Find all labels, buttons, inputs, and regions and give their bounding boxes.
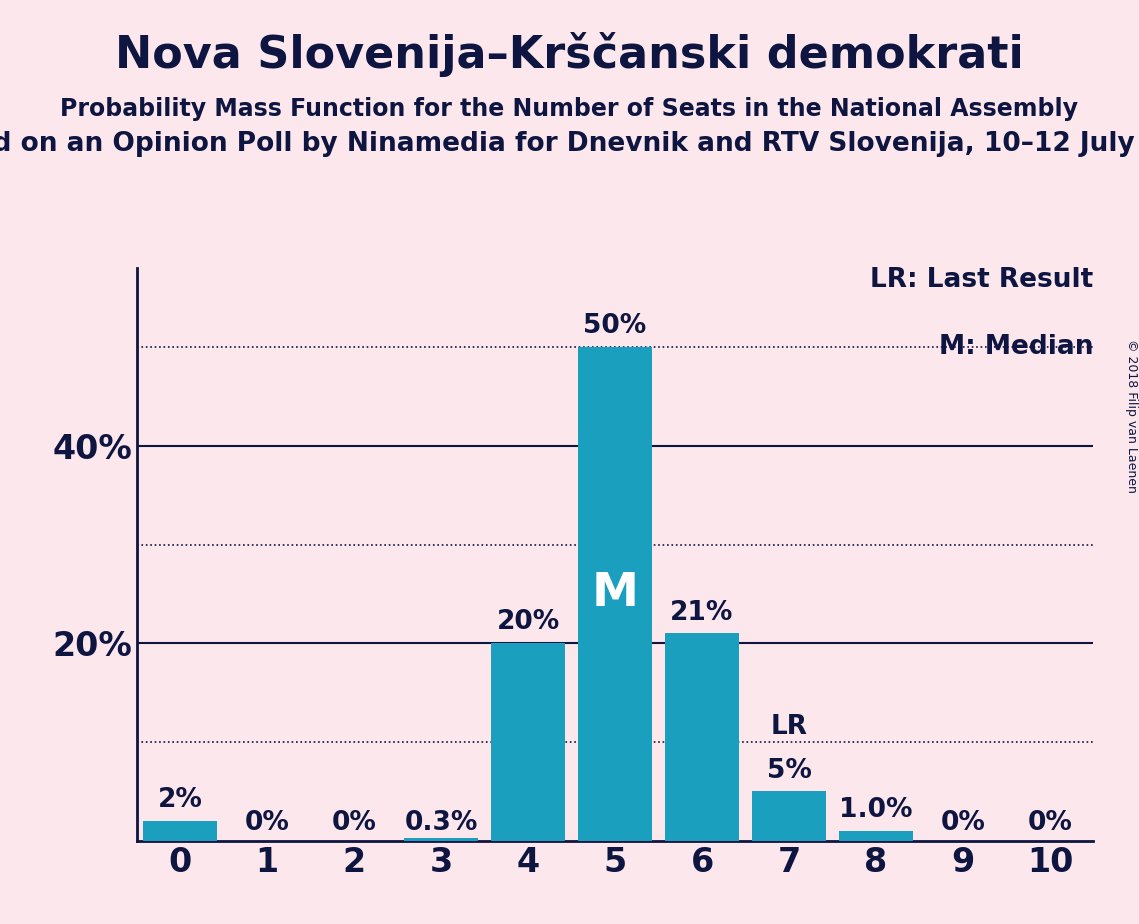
Text: Probability Mass Function for the Number of Seats in the National Assembly: Probability Mass Function for the Number… (60, 97, 1079, 121)
Bar (144, 821, 218, 841)
Text: Nova Slovenija–Krščanski demokrati: Nova Slovenija–Krščanski demokrati (115, 32, 1024, 78)
Text: 0%: 0% (941, 810, 985, 836)
Text: © 2018 Filip van Laenen: © 2018 Filip van Laenen (1124, 339, 1138, 492)
Text: 20%: 20% (497, 610, 559, 636)
Text: M: M (591, 571, 639, 616)
Text: 0%: 0% (1027, 810, 1073, 836)
Text: 21%: 21% (671, 600, 734, 626)
Text: 5%: 5% (767, 758, 811, 784)
Text: LR: Last Result: LR: Last Result (870, 267, 1093, 293)
Text: LR: LR (770, 714, 808, 740)
Text: M: Median: M: Median (939, 334, 1093, 360)
Bar (579, 347, 652, 841)
Text: 0%: 0% (331, 810, 377, 836)
Bar (404, 838, 478, 841)
Bar (752, 792, 826, 841)
Text: 0%: 0% (245, 810, 289, 836)
Text: 0.3%: 0.3% (404, 810, 477, 836)
Bar (665, 634, 739, 841)
Text: 1.0%: 1.0% (839, 797, 912, 823)
Text: 2%: 2% (157, 787, 203, 813)
Bar (839, 831, 913, 841)
Text: 50%: 50% (583, 313, 647, 339)
Bar (491, 643, 565, 841)
Text: Based on an Opinion Poll by Ninamedia for Dnevnik and RTV Slovenija, 10–12 July : Based on an Opinion Poll by Ninamedia fo… (0, 131, 1139, 157)
